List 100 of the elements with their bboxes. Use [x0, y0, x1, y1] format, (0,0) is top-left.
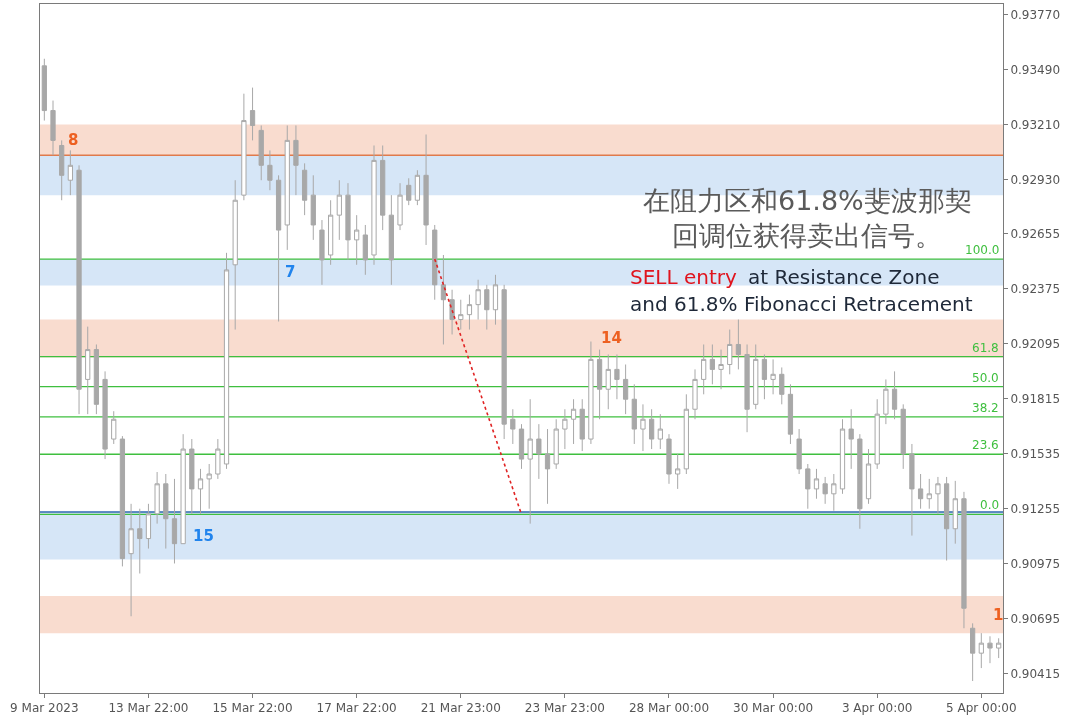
candlestick	[614, 353, 620, 400]
candlestick	[154, 471, 160, 525]
band-label: 1	[993, 606, 1004, 624]
candlestick	[952, 480, 958, 545]
candlestick	[544, 428, 551, 505]
candlestick	[50, 100, 56, 156]
candlestick	[649, 408, 655, 450]
candlestick	[605, 353, 611, 410]
candlestick	[328, 199, 334, 266]
candlestick	[787, 383, 794, 445]
annotation: 50.0	[972, 371, 999, 385]
candlestick	[354, 214, 360, 266]
candlestick	[900, 403, 906, 470]
y-tick-label: 0.92375	[1010, 281, 1061, 296]
y-tick-label: 0.93490	[1010, 63, 1061, 78]
candlestick	[388, 194, 394, 286]
candlestick	[701, 343, 707, 395]
y-tick-label: 0.90695	[1010, 611, 1061, 626]
candlestick	[640, 403, 646, 452]
y-tick-label: 0.90415	[1010, 666, 1061, 681]
candlestick	[267, 149, 273, 191]
candlestick	[215, 438, 221, 480]
candlestick	[492, 274, 499, 326]
y-tick-label: 0.90975	[1010, 556, 1061, 571]
x-tick-label: 5 Apr 00:00	[946, 701, 1017, 716]
x-tick-label: 30 Mar 00:00	[733, 701, 814, 716]
candlestick	[926, 478, 932, 510]
candlestick	[727, 329, 733, 375]
candlestick	[85, 326, 91, 415]
candlestick	[805, 463, 811, 510]
annotation: at Resistance Zone	[748, 265, 940, 289]
candlestick	[883, 378, 889, 425]
candlestick	[536, 423, 542, 480]
candlestick	[848, 408, 854, 470]
candlestick	[67, 149, 73, 196]
candlestick	[970, 622, 976, 682]
candlestick	[432, 224, 438, 301]
annotation: 23.6	[972, 438, 999, 452]
candlestick	[683, 393, 689, 475]
candlestick	[171, 478, 178, 564]
y-tick-label: 0.91815	[1010, 391, 1061, 406]
x-tick-label: 17 Mar 22:00	[316, 701, 397, 716]
candlestick	[111, 410, 117, 445]
candlestick	[865, 448, 872, 505]
candlestick	[197, 468, 204, 515]
candlestick	[675, 453, 681, 490]
x-tick-label: 13 Mar 22:00	[108, 701, 189, 716]
candlestick	[440, 254, 447, 345]
candlestick	[831, 473, 837, 512]
annotation: and 61.8% Fibonacci Retracement	[630, 292, 973, 316]
x-tick-label: 3 Apr 00:00	[841, 701, 913, 716]
candlestick	[163, 473, 169, 550]
y-tick-label: 0.92655	[1010, 227, 1061, 241]
candlestick	[874, 398, 880, 470]
candlestick	[891, 370, 898, 420]
candlestick	[579, 398, 585, 452]
candlestick	[692, 368, 698, 420]
candlestick	[128, 503, 134, 617]
candlestick	[397, 182, 403, 231]
annotation: SELL entry	[630, 265, 738, 289]
candlestick	[380, 144, 386, 231]
candlestick	[510, 408, 516, 445]
candlestick	[796, 428, 802, 475]
candlestick	[458, 299, 464, 331]
candlestick	[735, 319, 742, 370]
candlestick	[241, 93, 247, 201]
candlestick	[119, 435, 126, 567]
candlestick	[813, 468, 820, 500]
x-tick-label: 28 Mar 00:00	[628, 701, 710, 716]
candlestick	[996, 637, 1002, 659]
band-label: 15	[193, 527, 214, 545]
band-label: 7	[285, 263, 296, 281]
candlestick	[761, 353, 768, 400]
band-label: 8	[68, 131, 79, 149]
candlestick	[76, 164, 82, 415]
candlestick	[857, 433, 863, 530]
candlestick	[406, 177, 412, 206]
candlestick	[666, 433, 672, 485]
y-tick-label: 0.93210	[1010, 118, 1061, 133]
candlestick	[180, 433, 186, 545]
x-tick-label: 21 Mar 23:00	[420, 701, 501, 716]
candlestick	[622, 363, 629, 415]
candlestick	[770, 358, 776, 395]
x-tick-label: 23 Mar 23:00	[524, 701, 605, 716]
candlestick	[518, 423, 525, 470]
candlestick	[310, 174, 316, 241]
y-tick-label: 0.93770	[1010, 8, 1061, 23]
x-tick-label: 9 Mar 2023	[10, 701, 79, 716]
candlestick	[223, 252, 230, 470]
annotation: 38.2	[972, 401, 999, 415]
candlestick	[718, 349, 724, 390]
x-tick-label: 15 Mar 22:00	[212, 701, 293, 716]
candlestick	[293, 124, 299, 196]
candlestick	[336, 179, 342, 241]
candlestick	[501, 284, 507, 440]
candlestick	[414, 169, 421, 206]
candlestick	[102, 370, 108, 460]
y-tick-label: 0.91535	[1010, 446, 1061, 461]
candlestick	[59, 139, 65, 201]
candlestick	[466, 294, 473, 331]
